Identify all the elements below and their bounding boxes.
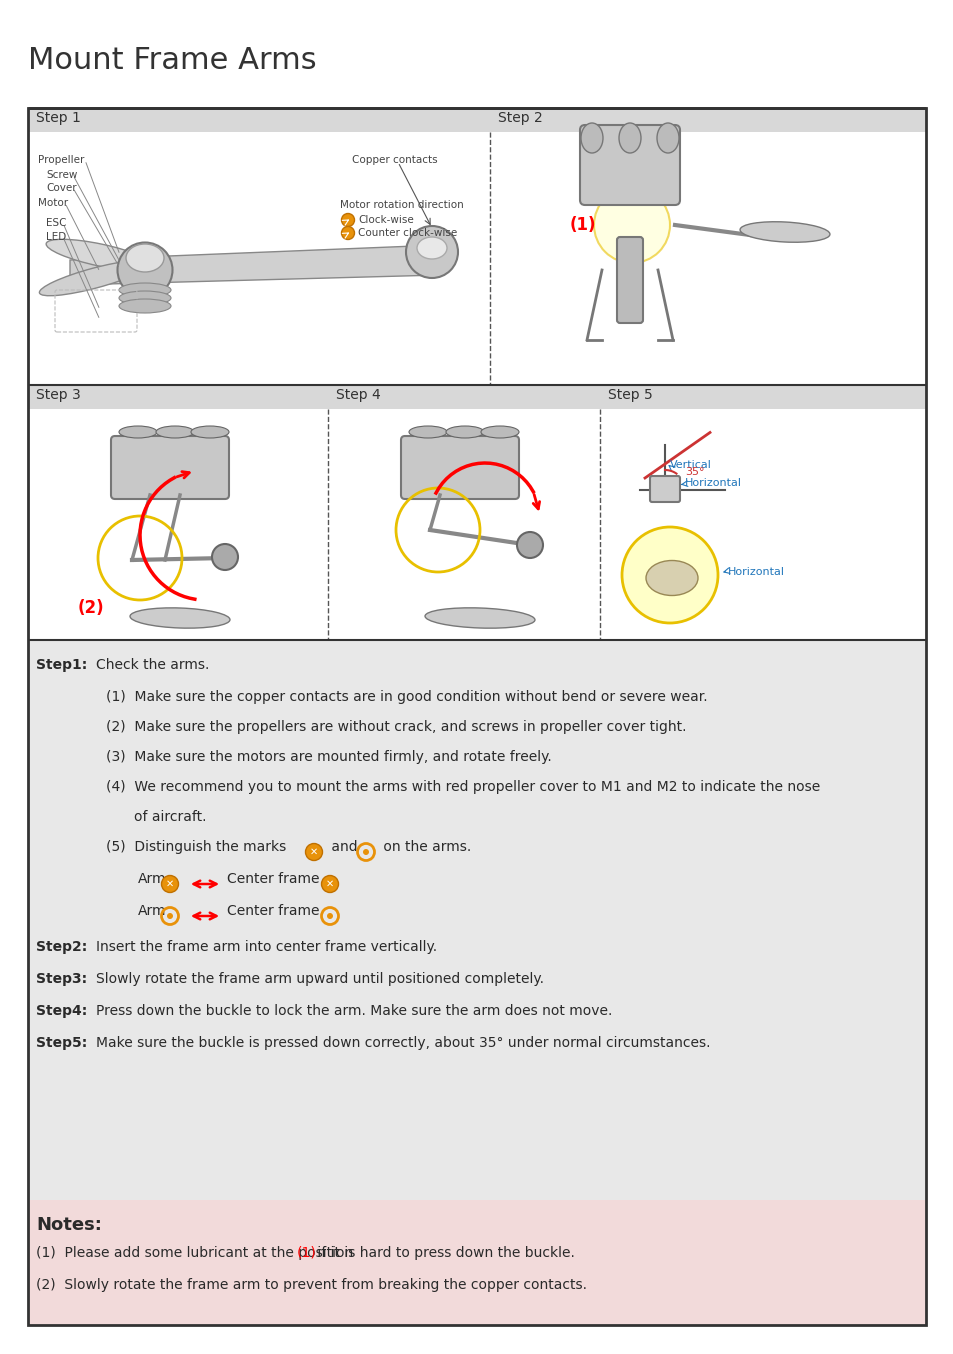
Bar bbox=[28, 385, 925, 409]
Text: Clock-wise: Clock-wise bbox=[357, 215, 414, 225]
FancyBboxPatch shape bbox=[649, 477, 679, 502]
Text: Press down the buckle to lock the arm. Make sure the arm does not move.: Press down the buckle to lock the arm. M… bbox=[96, 1005, 612, 1018]
Text: ✕: ✕ bbox=[166, 879, 173, 890]
Text: Notes:: Notes: bbox=[36, 1216, 102, 1233]
Text: Step 1: Step 1 bbox=[36, 111, 81, 125]
Text: Arm: Arm bbox=[138, 904, 167, 918]
Circle shape bbox=[621, 527, 718, 623]
Ellipse shape bbox=[46, 240, 153, 271]
Text: Check the arms.: Check the arms. bbox=[96, 658, 209, 672]
Ellipse shape bbox=[645, 561, 698, 596]
Text: (2)  Slowly rotate the frame arm to prevent from breaking the copper contacts.: (2) Slowly rotate the frame arm to preve… bbox=[36, 1278, 586, 1292]
Ellipse shape bbox=[39, 260, 151, 295]
Ellipse shape bbox=[446, 427, 483, 437]
Text: (1)  Make sure the copper contacts are in good condition without bend or severe : (1) Make sure the copper contacts are in… bbox=[106, 691, 707, 704]
Text: LED: LED bbox=[46, 232, 66, 242]
Ellipse shape bbox=[119, 427, 157, 437]
Ellipse shape bbox=[156, 427, 193, 437]
Text: Mount Frame Arms: Mount Frame Arms bbox=[28, 46, 316, 74]
Text: Horizontal: Horizontal bbox=[727, 567, 784, 577]
Text: Screw: Screw bbox=[46, 171, 77, 180]
Circle shape bbox=[321, 876, 338, 892]
Text: 35°: 35° bbox=[684, 467, 703, 477]
Text: (1): (1) bbox=[296, 1246, 316, 1261]
Text: ESC: ESC bbox=[46, 218, 67, 227]
Text: Step4:: Step4: bbox=[36, 1005, 87, 1018]
Ellipse shape bbox=[580, 123, 602, 153]
Bar bbox=[28, 1200, 925, 1326]
Ellipse shape bbox=[130, 608, 230, 628]
Ellipse shape bbox=[406, 226, 457, 278]
Ellipse shape bbox=[126, 244, 164, 272]
Text: Counter clock-wise: Counter clock-wise bbox=[357, 227, 456, 238]
Text: Vertical: Vertical bbox=[669, 460, 711, 470]
Ellipse shape bbox=[657, 123, 679, 153]
Text: Propeller: Propeller bbox=[38, 154, 84, 165]
Circle shape bbox=[327, 913, 333, 919]
Text: Step 2: Step 2 bbox=[497, 111, 542, 125]
Text: Step 3: Step 3 bbox=[36, 389, 81, 402]
Ellipse shape bbox=[117, 242, 172, 298]
Bar bbox=[28, 108, 925, 131]
Text: Slowly rotate the frame arm upward until positioned completely.: Slowly rotate the frame arm upward until… bbox=[96, 972, 543, 986]
Text: Cover: Cover bbox=[46, 183, 76, 194]
Text: Motor: Motor bbox=[38, 198, 68, 209]
Ellipse shape bbox=[425, 608, 535, 628]
FancyBboxPatch shape bbox=[400, 436, 518, 500]
Ellipse shape bbox=[191, 427, 229, 437]
Text: Step2:: Step2: bbox=[36, 940, 87, 955]
Ellipse shape bbox=[416, 237, 447, 259]
Text: Center frame: Center frame bbox=[227, 904, 319, 918]
Text: Step5:: Step5: bbox=[36, 1036, 87, 1049]
Ellipse shape bbox=[341, 214, 355, 226]
Text: Step 4: Step 4 bbox=[335, 389, 380, 402]
Circle shape bbox=[594, 187, 669, 263]
FancyBboxPatch shape bbox=[111, 436, 229, 500]
Circle shape bbox=[161, 876, 178, 892]
Circle shape bbox=[167, 913, 172, 919]
Ellipse shape bbox=[409, 427, 447, 437]
Text: ✕: ✕ bbox=[310, 848, 317, 857]
Text: ✕: ✕ bbox=[326, 879, 334, 890]
Ellipse shape bbox=[119, 299, 171, 313]
Circle shape bbox=[305, 844, 322, 861]
Text: (4)  We recommend you to mount the arms with red propeller cover to M1 and M2 to: (4) We recommend you to mount the arms w… bbox=[106, 780, 820, 793]
Text: Step1:: Step1: bbox=[36, 658, 87, 672]
Text: if it is hard to press down the buckle.: if it is hard to press down the buckle. bbox=[314, 1246, 575, 1261]
Text: (1)  Please add some lubricant at the position: (1) Please add some lubricant at the pos… bbox=[36, 1246, 357, 1261]
Text: and: and bbox=[327, 839, 361, 854]
Text: on the arms.: on the arms. bbox=[378, 839, 471, 854]
Text: Center frame: Center frame bbox=[227, 872, 319, 886]
Text: of aircraft.: of aircraft. bbox=[133, 810, 206, 825]
Text: (2): (2) bbox=[78, 598, 105, 617]
Ellipse shape bbox=[119, 291, 171, 305]
Text: (5)  Distinguish the marks: (5) Distinguish the marks bbox=[106, 839, 286, 854]
Text: Arm: Arm bbox=[138, 872, 167, 886]
Text: Insert the frame arm into center frame vertically.: Insert the frame arm into center frame v… bbox=[96, 940, 436, 955]
Text: (2)  Make sure the propellers are without crack, and screws in propeller cover t: (2) Make sure the propellers are without… bbox=[106, 720, 686, 734]
Text: Step3:: Step3: bbox=[36, 972, 87, 986]
Ellipse shape bbox=[212, 544, 237, 570]
Text: Step 5: Step 5 bbox=[607, 389, 652, 402]
Polygon shape bbox=[70, 245, 439, 284]
Ellipse shape bbox=[517, 532, 542, 558]
Bar bbox=[28, 640, 925, 1200]
Bar bbox=[28, 108, 925, 1326]
Text: Make sure the buckle is pressed down correctly, about 35° under normal circumsta: Make sure the buckle is pressed down cor… bbox=[96, 1036, 710, 1049]
Text: Motor rotation direction: Motor rotation direction bbox=[339, 200, 463, 210]
Ellipse shape bbox=[119, 283, 171, 297]
FancyBboxPatch shape bbox=[579, 125, 679, 204]
Text: Copper contacts: Copper contacts bbox=[352, 154, 437, 165]
Text: (3)  Make sure the motors are mounted firmly, and rotate freely.: (3) Make sure the motors are mounted fir… bbox=[106, 750, 551, 764]
Ellipse shape bbox=[480, 427, 518, 437]
Ellipse shape bbox=[618, 123, 640, 153]
Text: Horizontal: Horizontal bbox=[684, 478, 741, 487]
FancyBboxPatch shape bbox=[617, 237, 642, 324]
Text: (1): (1) bbox=[569, 217, 596, 234]
Ellipse shape bbox=[740, 222, 829, 242]
Ellipse shape bbox=[341, 226, 355, 240]
Circle shape bbox=[363, 849, 369, 854]
